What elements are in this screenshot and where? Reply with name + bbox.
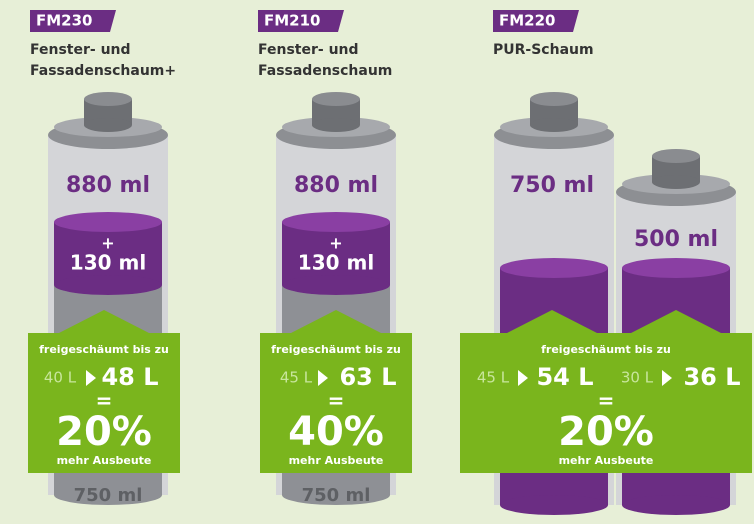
base-volume: 750 ml	[302, 485, 371, 506]
product-name: Fassadenschaum+	[30, 63, 176, 79]
infographic: FM230 Fenster- und Fassadenschaum+ FM210…	[0, 0, 754, 524]
product-name: Fenster- und	[30, 42, 131, 58]
box-caption: freigeschäumt bis zu	[271, 343, 401, 356]
box-note: mehr Ausbeute	[559, 454, 654, 467]
product-code: FM210	[264, 12, 320, 30]
product-code: FM230	[36, 12, 92, 30]
from-volume: 40 L	[44, 369, 77, 387]
product-name: Fassadenschaum	[258, 63, 392, 79]
to-volume: 63 L	[339, 363, 396, 391]
from-volume: 30 L	[621, 369, 654, 387]
can-volume: 880 ml	[66, 173, 150, 198]
can-fill-top	[500, 258, 608, 278]
base-volume: 750 ml	[74, 485, 143, 506]
can-volume: 500 ml	[634, 227, 718, 252]
from-volume: 45 L	[280, 369, 313, 387]
can-fill-bottom	[54, 275, 162, 295]
can-nozzle-top	[652, 149, 700, 163]
product-code: FM220	[499, 12, 555, 30]
box-caption: freigeschäumt bis zu	[39, 343, 169, 356]
can-fill-top	[622, 258, 730, 278]
can-nozzle-base	[530, 118, 578, 132]
box-note: mehr Ausbeute	[57, 454, 152, 467]
can-nozzle-base	[84, 118, 132, 132]
percent: 20%	[56, 409, 152, 455]
box-caption: freigeschäumt bis zu	[541, 343, 671, 356]
extra-volume: 130 ml	[298, 251, 374, 275]
product-name: PUR-Schaum	[493, 42, 594, 58]
box-note: mehr Ausbeute	[289, 454, 384, 467]
percent: 20%	[558, 409, 654, 455]
can-nozzle-base	[312, 118, 360, 132]
percent: 40%	[288, 409, 384, 455]
to-volume: 36 L	[683, 363, 740, 391]
can-nozzle-top	[84, 92, 132, 106]
to-volume: 48 L	[101, 363, 158, 391]
can-volume: 750 ml	[510, 173, 594, 198]
can-fill-top	[54, 212, 162, 232]
product-name: Fenster- und	[258, 42, 359, 58]
can-fill-bottom	[622, 495, 730, 515]
can-nozzle-top	[530, 92, 578, 106]
can-fill-bottom	[500, 495, 608, 515]
can-fill-bottom	[282, 275, 390, 295]
to-volume: 54 L	[536, 363, 593, 391]
extra-volume: 130 ml	[70, 251, 146, 275]
can-volume: 880 ml	[294, 173, 378, 198]
can-nozzle-top	[312, 92, 360, 106]
from-volume: 45 L	[477, 369, 510, 387]
can-fill-top	[282, 212, 390, 232]
can-nozzle-base	[652, 175, 700, 189]
